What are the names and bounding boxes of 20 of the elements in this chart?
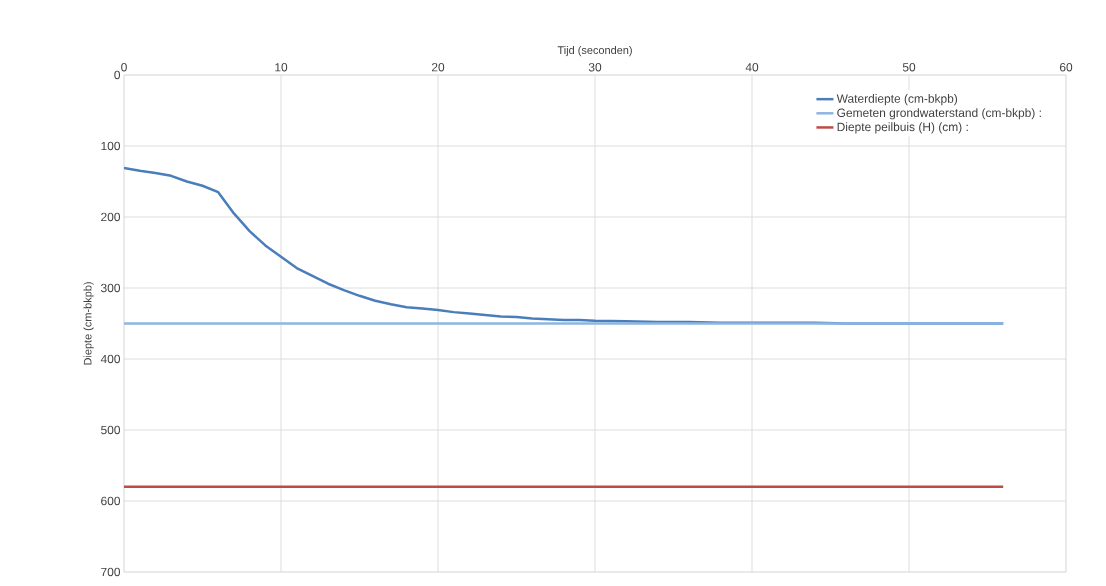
- y-tick-label: 100: [101, 141, 121, 151]
- y-tick-label: 500: [101, 425, 121, 435]
- x-tick-label: 0: [121, 63, 127, 72]
- y-tick-label: 700: [101, 567, 121, 577]
- y-axis-title: Diepte (cm-bkpb): [83, 282, 94, 365]
- legend-label: Waterdiepte (cm-bkpb): [836, 94, 958, 106]
- legend-label: Diepte peilbuis (H) (cm) :: [837, 122, 968, 134]
- x-tick-label: 30: [588, 63, 602, 72]
- x-tick-label: 60: [1059, 63, 1073, 72]
- y-tick-label: 200: [101, 212, 121, 222]
- x-tick-label: 10: [275, 63, 288, 72]
- y-tick-label: 600: [101, 496, 121, 506]
- y-tick-label: 0: [114, 70, 121, 80]
- y-tick-label: 300: [101, 283, 121, 293]
- y-tick-label: 400: [100, 354, 121, 364]
- x-tick-label: 40: [745, 63, 759, 72]
- x-axis-title: Tijd (seconden): [557, 45, 632, 57]
- x-tick-label: 20: [431, 63, 445, 72]
- x-tick-label: 50: [902, 63, 916, 72]
- legend-label: Gemeten grondwaterstand (cm-bkpb) :: [837, 108, 1041, 120]
